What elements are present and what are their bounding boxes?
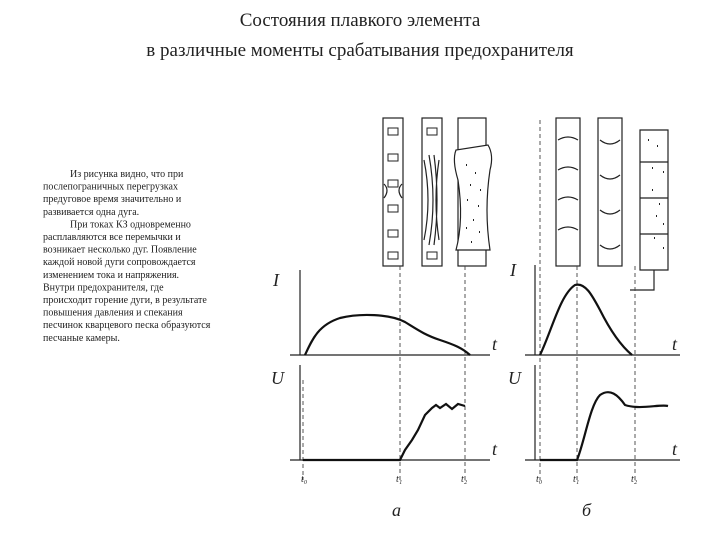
diagram <box>290 117 680 480</box>
body-line: Из рисунка видно, что при <box>70 169 184 180</box>
time-axis-label: t <box>672 334 678 354</box>
title-line: Состояния плавкого элемента <box>240 10 481 31</box>
panel-caption: а <box>392 500 401 520</box>
time-axis-label: t <box>492 334 498 354</box>
time-mark: t₂ <box>631 474 638 485</box>
time-mark: t₀ <box>536 474 543 485</box>
fuse-strips-b <box>555 117 669 291</box>
body-line: При токах КЗ одновременно <box>70 219 191 230</box>
body-line: расплавляются все перемычки и <box>43 232 181 243</box>
body-line: происходит горение дуги, в результате <box>43 295 207 306</box>
body-line: развивается одна дуга. <box>43 207 139 218</box>
body-line: предуговое время значительно и <box>43 194 182 205</box>
time-mark: t₀ <box>301 474 308 485</box>
body-line: песчаные камеры. <box>43 333 120 344</box>
time-mark: t₂ <box>461 474 468 485</box>
body-line: послепограничных перегрузках <box>43 182 178 193</box>
panel-caption: б <box>582 500 592 520</box>
body-text: Из рисунка видно, что при послепограничны… <box>43 169 211 344</box>
body-line: каждой новой дуги сопровождается <box>43 257 196 268</box>
body-line: Внутри предохранителя, где <box>43 282 164 293</box>
body-line: песчинок кварцевого песка образуются <box>43 320 211 331</box>
diagram-labels: I Ut t t₀ t₁ t₂ а I Ut t t₀ t₁ t₂ б <box>271 260 678 520</box>
current-axis-label: I <box>272 270 280 290</box>
body-line: повышения давления и спекания <box>43 308 183 319</box>
time-axis-label: t <box>492 439 498 459</box>
current-axis-label: I <box>509 260 517 280</box>
time-mark: t₁ <box>396 474 402 485</box>
voltage-axis-label: U <box>508 368 522 388</box>
body-line: изменением тока и напряжения. <box>43 270 179 281</box>
time-axis-label: t <box>672 439 678 459</box>
time-mark: t₁ <box>573 474 579 485</box>
body-line: возникает несколько дуг. Появление <box>43 245 197 256</box>
fuse-strips-a <box>382 117 493 267</box>
voltage-axis-label: U <box>271 368 285 388</box>
title-line: в различные моменты срабатывания предохр… <box>146 40 574 61</box>
